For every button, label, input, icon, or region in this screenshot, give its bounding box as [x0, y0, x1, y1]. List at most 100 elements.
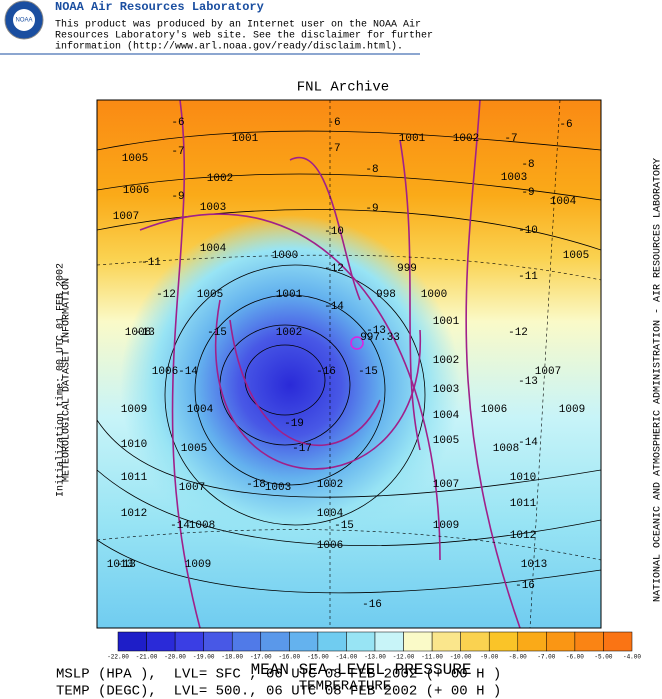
pressure-label: 1004	[317, 508, 344, 520]
footer-line: TEMP (DEGC), LVL= 500., 06 UTC 08 FEB 20…	[56, 684, 501, 699]
pressure-label: 1002	[276, 327, 302, 339]
colorbar-label: -8.00	[509, 654, 527, 661]
colorbar-label: -9.00	[480, 654, 498, 661]
footer-subtitle: TEMPERATURE	[299, 679, 391, 695]
pressure-label: 1006	[152, 366, 178, 378]
pressure-label: 1003	[200, 202, 226, 214]
logo-inner	[13, 9, 35, 31]
pressure-label: 1003	[265, 482, 291, 494]
pressure-label: 1009	[433, 520, 459, 532]
pressure-label: 1002	[433, 355, 459, 367]
footer-title: MEAN SEA-LEVEL PRESSURE	[251, 661, 472, 679]
temperature-label: -6	[171, 117, 184, 129]
temperature-label: -16	[316, 366, 336, 378]
temperature-label: -11	[518, 271, 538, 283]
pressure-label: 1006	[481, 404, 507, 416]
pressure-label: 1001	[399, 133, 426, 145]
pressure-label: 1013	[107, 559, 133, 571]
temperature-label: -12	[156, 289, 176, 301]
temperature-label: -13	[116, 559, 136, 571]
colorbar-label: -22.00	[107, 654, 129, 661]
colorbar-swatch	[203, 631, 233, 652]
pressure-label: 1002	[207, 173, 233, 185]
colorbar-swatch	[317, 631, 347, 652]
temperature-label: -9	[365, 203, 378, 215]
colorbar-swatch	[546, 631, 576, 652]
pressure-label: 1009	[185, 559, 211, 571]
pressure-label: 1004	[433, 410, 460, 422]
center-label: 997.33	[360, 332, 400, 344]
temperature-label: -6	[559, 119, 572, 131]
isotherms	[139, 100, 521, 628]
pressure-label: 1004	[550, 196, 577, 208]
temperature-label: -14	[170, 520, 190, 532]
temperature-label: -9	[171, 191, 184, 203]
pressure-label: 1001	[232, 133, 259, 145]
pressure-label: 1004	[200, 243, 227, 255]
temperature-label: -12	[324, 263, 344, 275]
pressure-label: 1011	[510, 498, 537, 510]
pressure-label: 1002	[453, 133, 479, 145]
colorbar-swatch	[289, 631, 319, 652]
colorbar-swatch	[488, 631, 519, 652]
colorbar-swatch	[231, 631, 262, 652]
pressure-label: 1007	[179, 482, 205, 494]
temperature-label: -14	[178, 366, 198, 378]
colorbar-label: -10.00	[450, 654, 472, 661]
temperature-label: -7	[327, 143, 340, 155]
colorbar-label: -19.00	[193, 654, 215, 661]
temperature-label: -14	[324, 301, 344, 313]
colorbar-swatch	[346, 631, 376, 652]
colorbar-label: -12.00	[393, 654, 415, 661]
footer-line: MSLP (HPA ), LVL= SFC , 06 UTC 08 FEB 20…	[56, 667, 501, 683]
colorbar-label: -21.00	[136, 654, 158, 661]
colorbar-swatch	[460, 631, 490, 652]
pressure-label: 1012	[121, 508, 147, 520]
dataset-label: METEOROLOGICAL DATASET INFORMATION	[62, 278, 73, 482]
colorbar-label: -18.00	[221, 654, 243, 661]
disclaimer-line: This product was produced by an Internet…	[55, 19, 421, 31]
colorbar-swatch	[603, 631, 633, 652]
low-field	[120, 215, 460, 555]
colorbar-label: -11.00	[421, 654, 443, 661]
map-area: 1001 1001 1002 1005 1002 1003 1006 1003 1004 1007…	[97, 100, 601, 628]
colorbar-label: -16.00	[279, 654, 301, 661]
colorbar-swatch	[574, 631, 604, 652]
temperature-label: -6	[327, 117, 340, 129]
pressure-label: 1005	[563, 250, 589, 262]
pressure-label: 1008	[493, 443, 519, 455]
pressure-label: 1001	[433, 316, 460, 328]
colorbar-label: -13.00	[364, 654, 386, 661]
colorbar-label: -14.00	[336, 654, 358, 661]
colorbar-label: -17.00	[250, 654, 272, 661]
pressure-label: 1002	[317, 479, 343, 491]
temperature-label: -17	[292, 443, 312, 455]
colorbar-swatch	[431, 631, 461, 652]
pressure-label: 1009	[121, 404, 147, 416]
temperature-label: -13	[366, 325, 386, 337]
colorbar-swatch	[117, 631, 147, 652]
pressure-label: 998	[376, 289, 396, 301]
pressure-label: 1007	[433, 479, 459, 491]
temperature-label: -8	[521, 159, 534, 171]
temperature-label: -12	[508, 327, 528, 339]
pressure-label: 1008	[125, 327, 151, 339]
temperature-label: -8	[365, 164, 378, 176]
pressure-label: 1013	[521, 559, 547, 571]
pressure-label: 1011	[121, 472, 148, 484]
pressure-label: 1005	[181, 443, 207, 455]
colorbar-swatch	[374, 631, 404, 652]
lab-name: NOAA Air Resources Laboratory	[55, 0, 264, 14]
colorbar-label: -4.00	[623, 654, 641, 661]
pressure-label: 999	[397, 263, 417, 275]
colorbar-swatch	[146, 631, 176, 652]
pressure-label: 1003	[433, 384, 459, 396]
isobars	[97, 130, 601, 594]
low-center	[350, 336, 364, 350]
colorbar-label: -5.00	[594, 654, 612, 661]
pressure-label: 1001	[276, 289, 303, 301]
temperature-label: -11	[141, 257, 161, 269]
pressure-label: 1007	[535, 366, 561, 378]
temperature-label: -16	[515, 580, 535, 592]
colorbar-swatch	[517, 631, 547, 652]
